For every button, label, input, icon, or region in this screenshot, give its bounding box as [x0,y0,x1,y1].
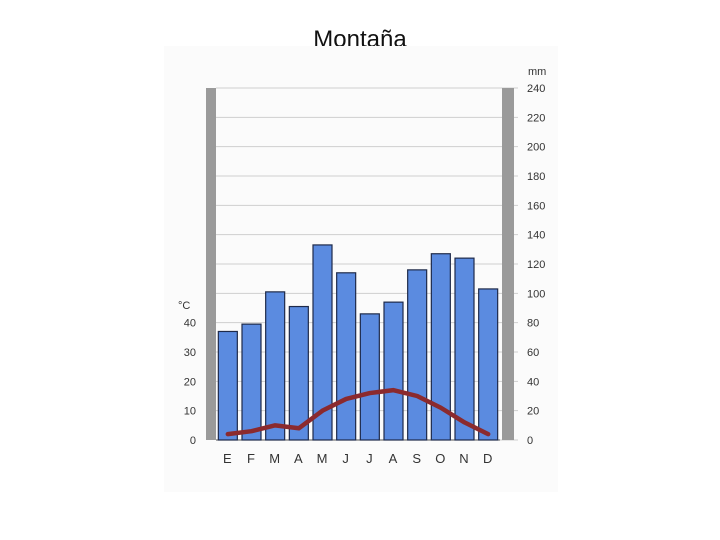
precip-tick-label: 220 [527,112,545,124]
precip-tick-label: 60 [527,347,539,359]
precip-tick-label: 80 [527,318,539,330]
precip-bar [265,291,286,441]
precip-bar [383,301,404,441]
precip-tick-label: 180 [527,171,545,183]
temperature-series-line [225,387,491,437]
precip-bar [454,257,475,441]
precip-tick-label: 0 [527,435,533,447]
month-label: J [342,451,350,466]
precip-bar [217,330,238,441]
precip-tick-label: 240 [527,83,545,95]
month-label: N [459,451,469,466]
axis-side-bars [206,88,514,441]
temperature-line [225,387,491,437]
month-label: D [483,451,493,466]
precip-bar [241,323,262,441]
month-label: M [269,451,281,466]
precip-tick-label: 200 [527,142,545,154]
precip-tick-label: 120 [527,259,545,271]
precip-bar [336,272,357,441]
precip-tick-label: 140 [527,230,545,242]
precip-bar [288,305,309,441]
precip-unit-label: mm [528,66,546,78]
precip-bar [359,313,380,441]
temp-tick-label: 0 [190,435,196,447]
precip-tick-label: 160 [527,200,545,212]
month-label: J [366,451,374,466]
temp-tick-label: 40 [184,318,196,330]
month-label: A [294,451,304,466]
precip-tick-label: 40 [527,376,539,388]
axis-labels: mm 0 20 40 60 80 100 120 140 160 180 200 220 240 °C 0 10… [178,66,546,466]
month-label: F [247,451,256,466]
chart-canvas: mm 0 20 40 60 80 100 120 140 160 180 200 220 240 °C 0 10… [178,66,546,466]
month-label: A [389,451,399,466]
right-axis-bar [502,88,514,440]
climate-chart: mm 0 20 40 60 80 100 120 140 160 180 200 220 240 °C 0 10… [164,46,558,492]
precip-bar [312,244,333,441]
temp-tick-label: 10 [184,406,196,418]
month-label: O [435,451,446,466]
precip-tick-label: 100 [527,288,545,300]
precipitation-bars [217,244,499,441]
temp-tick-label: 20 [184,376,196,388]
month-label: E [223,451,233,466]
precip-bar [478,288,499,441]
month-label: S [412,451,422,466]
month-label: M [317,451,329,466]
left-axis-bar [206,88,216,440]
temp-tick-label: 30 [184,347,196,359]
precip-bar [430,253,451,441]
temp-unit-label: °C [178,300,190,312]
precip-bar [407,269,428,441]
precip-tick-label: 20 [527,406,539,418]
